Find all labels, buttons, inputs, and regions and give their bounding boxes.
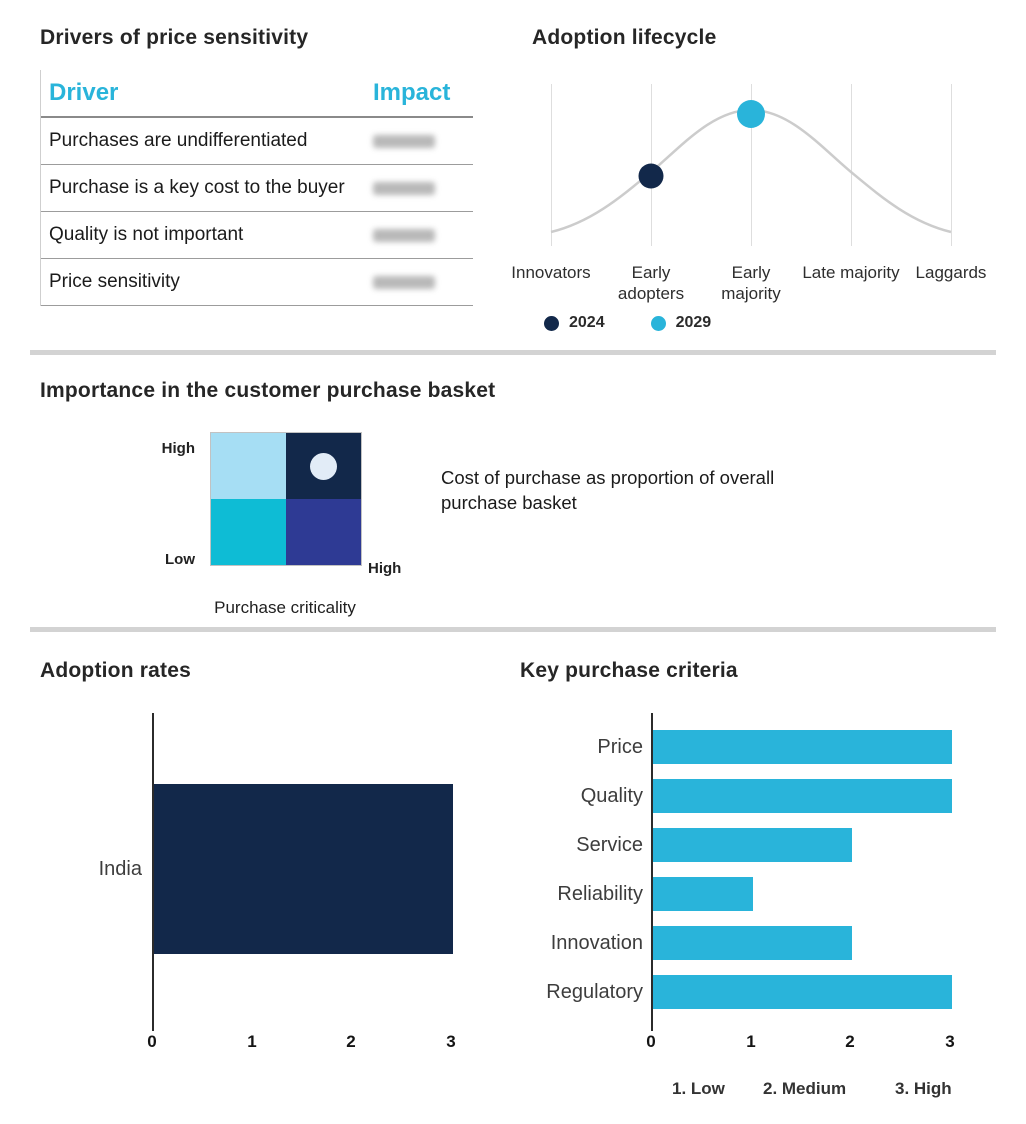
- category-label: Innovators: [511, 263, 591, 282]
- x-tick: 0: [646, 1032, 656, 1051]
- drivers-title: Drivers of price sensitivity: [40, 26, 309, 49]
- category-label: Early adopters: [617, 263, 685, 304]
- section-divider: [30, 350, 996, 355]
- x-tick: 2: [346, 1032, 356, 1051]
- scale-note-low: 1. Low: [672, 1079, 725, 1098]
- bar-track: [653, 779, 952, 813]
- matrix-marker-dot: [310, 452, 337, 480]
- bar-label: Innovation: [550, 931, 643, 954]
- bar-regulatory: [653, 975, 952, 1009]
- y-axis-line: [152, 713, 154, 1031]
- bar-quality: [653, 779, 952, 813]
- y-axis-low-label: Low: [165, 551, 195, 568]
- table-row: Quality is not important: [41, 212, 473, 259]
- table-row: Purchases are undifferentiated: [41, 118, 473, 165]
- drivers-table: Driver Impact Purchases are undifferenti…: [40, 70, 473, 306]
- bar-track: [653, 730, 952, 764]
- key-criteria-panel: Key purchase criteria Price Quality Serv…: [520, 659, 1006, 1119]
- category-label: Late majority: [802, 263, 900, 282]
- category-label: Early majority: [721, 263, 781, 304]
- column-header-impact: Impact: [373, 79, 451, 106]
- bar-label: Reliability: [557, 882, 643, 905]
- basket-title: Importance in the customer purchase bask…: [40, 379, 496, 402]
- bar-service: [653, 828, 853, 862]
- scale-note-medium: 2. Medium: [763, 1079, 847, 1098]
- lifecycle-title: Adoption lifecycle: [532, 26, 717, 49]
- basket-annotation: Cost of purchase as proportion of overal…: [441, 467, 775, 513]
- legend-item-2024: 2024: [544, 314, 605, 332]
- quadrant-top-right: [286, 433, 361, 499]
- section-divider: [30, 627, 996, 632]
- bar-label: Quality: [580, 784, 643, 807]
- bar-label: Regulatory: [546, 980, 643, 1003]
- bar-reliability: [653, 877, 753, 911]
- x-tick: 1: [247, 1032, 257, 1051]
- data-point-2029: [737, 100, 765, 128]
- bar-label: Service: [576, 833, 643, 856]
- column-header-driver: Driver: [49, 79, 119, 106]
- adoption-rates-panel: Adoption rates India 0 1 2 3: [40, 659, 480, 1109]
- quadrant-bottom-left: [211, 499, 286, 565]
- x-axis-high-label: High: [368, 560, 402, 577]
- driver-cell: Price sensitivity: [49, 271, 180, 292]
- impact-cell: [365, 275, 473, 289]
- legend-item-2029: 2029: [650, 314, 712, 332]
- y-axis-line: [651, 713, 653, 1031]
- impact-cell: [365, 134, 473, 148]
- bar-track: [653, 877, 952, 911]
- legend-dot-2029: [650, 315, 666, 331]
- impact-cell: [365, 228, 473, 242]
- bar-innovation: [653, 926, 853, 960]
- impact-value-blurred: [373, 228, 435, 242]
- impact-value-blurred: [373, 134, 435, 148]
- bar-india: [154, 784, 453, 954]
- lifecycle-chart-area: [532, 84, 992, 246]
- x-tick: 0: [147, 1032, 157, 1051]
- gridline: [551, 84, 552, 246]
- legend-dot-2024: [544, 315, 559, 331]
- gridline: [851, 84, 852, 246]
- category-label: Laggards: [915, 263, 987, 282]
- x-tick: 2: [845, 1032, 855, 1051]
- bar-track: [154, 784, 453, 954]
- driver-cell: Quality is not important: [49, 224, 244, 245]
- drivers-panel: Drivers of price sensitivity Driver Impa…: [40, 26, 473, 326]
- adoption-rates-title: Adoption rates: [40, 659, 191, 682]
- bar-label-india: India: [98, 857, 142, 880]
- x-tick: 1: [746, 1032, 756, 1051]
- key-criteria-title: Key purchase criteria: [520, 659, 738, 682]
- impact-value-blurred: [373, 181, 435, 195]
- bar-track: [653, 975, 952, 1009]
- x-axis-title: Purchase criticality: [214, 598, 356, 617]
- legend-label: 2024: [569, 314, 605, 331]
- scale-note-high: 3. High: [895, 1079, 952, 1098]
- bar-label: Price: [597, 735, 643, 758]
- driver-cell: Purchase is a key cost to the buyer: [49, 177, 345, 198]
- bar-price: [653, 730, 952, 764]
- purchase-basket-matrix: [210, 432, 362, 566]
- drivers-table-header: Driver Impact: [41, 70, 473, 118]
- table-row: Price sensitivity: [41, 259, 473, 306]
- lifecycle-panel: Adoption lifecycle Innovators Early adop…: [511, 26, 996, 348]
- gridline: [951, 84, 952, 246]
- driver-cell: Purchases are undifferentiated: [49, 130, 308, 151]
- x-tick: 3: [446, 1032, 456, 1051]
- bar-track: [653, 828, 952, 862]
- quadrant-bottom-right: [286, 499, 361, 565]
- gridline: [751, 84, 752, 246]
- impact-value-blurred: [373, 275, 435, 289]
- quadrant-top-left: [211, 433, 286, 499]
- table-row: Purchase is a key cost to the buyer: [41, 165, 473, 212]
- impact-cell: [365, 181, 473, 195]
- x-tick: 3: [945, 1032, 955, 1051]
- legend-label: 2029: [675, 314, 712, 331]
- bar-track: [653, 926, 952, 960]
- lifecycle-legend: 2024 2029: [544, 314, 711, 332]
- data-point-2024: [638, 163, 664, 189]
- y-axis-high-label: High: [161, 440, 195, 457]
